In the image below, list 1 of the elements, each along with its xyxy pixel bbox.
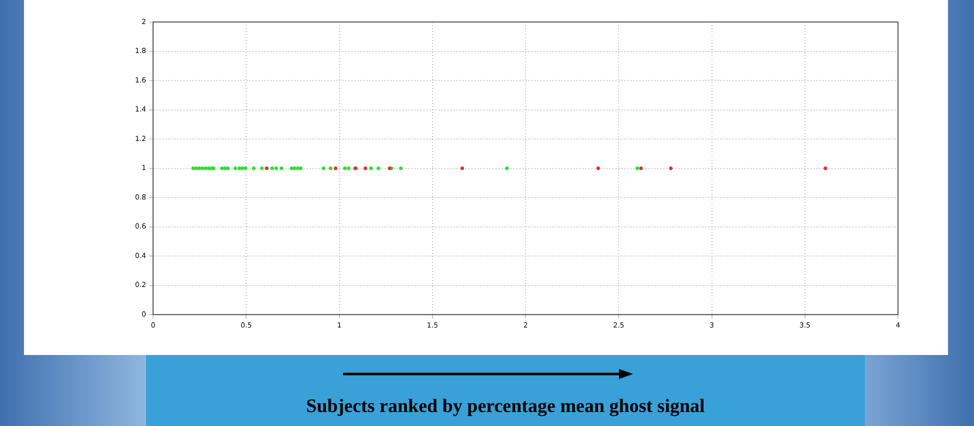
text: Subjects ranked by percentage mean ghost signal: [305, 396, 706, 418]
